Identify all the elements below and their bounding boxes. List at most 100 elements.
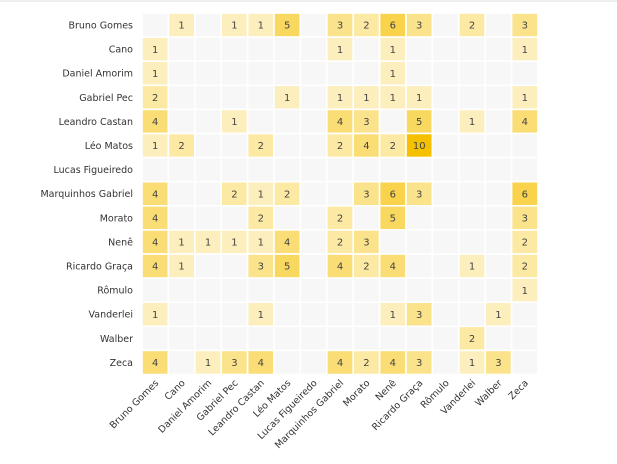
heatmap-cell-daniel-amorim-vanderlei (457, 60, 486, 87)
heatmap-cell-leandro-castan-daniel-amorim (194, 108, 223, 135)
heatmap-cell-gabriel-pec-bruno-gomes (141, 84, 170, 111)
heatmap-cell-cano-daniel-amorim (194, 36, 223, 62)
cell-value-label: 1 (258, 189, 264, 200)
heatmap-cell-leandro-castan-morato (352, 108, 381, 135)
heatmap-cell-romulo-zeca (510, 277, 539, 304)
heatmap-cell-gabriel-pec-marquinhos-gabriel (325, 84, 354, 111)
column-label-morato: Morato (341, 378, 372, 409)
heatmap-cell-zeca-leandro-castan (246, 349, 275, 376)
heatmap-cell-morato-vanderlei (457, 205, 486, 231)
cell-value-label: 2 (522, 238, 528, 249)
heatmap-cell-marquinhos-gabriel-marquinhos-gabriel (325, 180, 354, 207)
cell-value-label: 4 (390, 358, 396, 369)
row-label-walber: Walber (100, 334, 133, 345)
heatmap-cell-walber-ricardo-graca (405, 325, 434, 352)
cell-value-label: 5 (390, 213, 396, 224)
cell-value-label: 2 (469, 334, 475, 345)
row-label-vanderlei: Vanderlei (88, 310, 133, 321)
heatmap-cell-morato-lucas-figueiredo (299, 205, 328, 231)
row-label-morato: Morato (100, 213, 133, 224)
heatmap-cell-romulo-morato (352, 277, 381, 304)
heatmap-cell-lucas-figueiredo-cano (167, 156, 196, 183)
heatmap-cell-lucas-figueiredo-ricardo-graca (405, 156, 434, 183)
heatmap-cell-marquinhos-gabriel-walber (484, 180, 513, 207)
heatmap-cell-ricardo-graca-ricardo-graca (405, 253, 434, 279)
heatmap-cell-daniel-amorim-leandro-castan (246, 60, 275, 87)
heatmap-cell-cano-lucas-figueiredo (299, 36, 328, 62)
cell-value-label: 4 (152, 189, 158, 200)
heatmap-cell-leo-matos-vanderlei (457, 132, 486, 159)
cell-value-label: 1 (390, 310, 396, 321)
heatmap-cell-gabriel-pec-cano (167, 84, 196, 111)
heatmap-cell-marquinhos-gabriel-cano (167, 180, 196, 207)
heatmap-cell-vanderlei-daniel-amorim (194, 301, 223, 328)
heatmap-cell-leandro-castan-walber (484, 108, 513, 135)
heatmap-cell-marquinhos-gabriel-lucas-figueiredo (299, 180, 328, 207)
heatmap-cell-daniel-amorim-cano (167, 60, 196, 87)
heatmap-cell-leandro-castan-zeca (510, 108, 539, 135)
heatmap-cell-walber-gabriel-pec (220, 325, 249, 352)
heatmap-cell-cano-gabriel-pec (220, 36, 249, 62)
cell-value-label: 1 (258, 310, 264, 321)
heatmap-cell-zeca-romulo (431, 349, 460, 376)
heatmap-cell-leo-matos-daniel-amorim (194, 132, 223, 159)
heatmap-cell-cano-romulo (431, 36, 460, 62)
heatmap-cell-lucas-figueiredo-romulo (431, 156, 460, 183)
cell-value-label: 4 (337, 262, 343, 273)
heatmap-cell-lucas-figueiredo-vanderlei (457, 156, 486, 183)
cell-value-label: 1 (231, 21, 237, 32)
cell-value-label: 6 (522, 189, 528, 200)
heatmap-cell-walber-nene (378, 325, 407, 352)
heatmap-cell-gabriel-pec-walber (484, 84, 513, 111)
heatmap-cell-vanderlei-cano (167, 301, 196, 328)
heatmap-cell-leo-matos-walber (484, 132, 513, 159)
heatmap-cell-nene-bruno-gomes (141, 229, 170, 255)
heatmap-cell-daniel-amorim-nene (378, 60, 407, 87)
heatmap-cell-romulo-romulo (431, 277, 460, 304)
cell-value-label: 5 (284, 21, 290, 32)
heatmap-cell-vanderlei-zeca (510, 301, 539, 328)
cell-value-label: 4 (258, 358, 264, 369)
heatmap-cell-nene-lucas-figueiredo (299, 229, 328, 255)
heatmap-cell-marquinhos-gabriel-vanderlei (457, 180, 486, 207)
heatmap-cell-ricardo-graca-marquinhos-gabriel (325, 253, 354, 279)
heatmap-cell-lucas-figueiredo-walber (484, 156, 513, 183)
cell-value-label: 3 (495, 358, 501, 369)
heatmap-cell-romulo-ricardo-graca (405, 277, 434, 304)
heatmap-cell-walber-lucas-figueiredo (299, 325, 328, 352)
row-label-cano: Cano (109, 45, 133, 56)
heatmap-cell-lucas-figueiredo-daniel-amorim (194, 156, 223, 183)
cell-value-label: 3 (416, 21, 422, 32)
heatmap-cell-ricardo-graca-walber (484, 253, 513, 279)
cell-value-label: 1 (152, 141, 158, 152)
heatmap-cell-morato-gabriel-pec (220, 205, 249, 231)
heatmap-cell-lucas-figueiredo-leandro-castan (246, 156, 275, 183)
cell-value-label: 1 (416, 93, 422, 104)
heatmap-cell-vanderlei-romulo (431, 301, 460, 328)
cell-value-label: 1 (390, 93, 396, 104)
heatmap-cell-leo-matos-bruno-gomes (141, 132, 170, 159)
heatmap-cell-zeca-zeca (510, 349, 539, 376)
heatmap-cell-cano-morato (352, 36, 381, 62)
heatmap-cell-romulo-cano (167, 277, 196, 304)
cell-value-label: 5 (416, 117, 422, 128)
heatmap-cell-ricardo-graca-gabriel-pec (220, 253, 249, 279)
heatmap-cell-lucas-figueiredo-leo-matos (273, 156, 302, 183)
heatmap-cell-romulo-vanderlei (457, 277, 486, 304)
row-label-leandro-castan: Leandro Castan (59, 117, 133, 128)
heatmap-cell-daniel-amorim-lucas-figueiredo (299, 60, 328, 87)
cell-value-label: 1 (152, 69, 158, 80)
heatmap-cell-vanderlei-lucas-figueiredo (299, 301, 328, 328)
heatmap-cell-nene-nene (378, 229, 407, 255)
cell-value-label: 2 (390, 141, 396, 152)
heatmap-cell-cano-cano (167, 36, 196, 62)
heatmap-cell-daniel-amorim-ricardo-graca (405, 60, 434, 87)
heatmap-cell-walber-marquinhos-gabriel (325, 325, 354, 352)
cell-value-label: 4 (152, 238, 158, 249)
heatmap-cell-romulo-nene (378, 277, 407, 304)
heatmap-cell-lucas-figueiredo-gabriel-pec (220, 156, 249, 183)
cell-value-label: 4 (284, 238, 290, 249)
cell-value-label: 4 (152, 213, 158, 224)
heatmap-cell-bruno-gomes-daniel-amorim (194, 12, 223, 38)
